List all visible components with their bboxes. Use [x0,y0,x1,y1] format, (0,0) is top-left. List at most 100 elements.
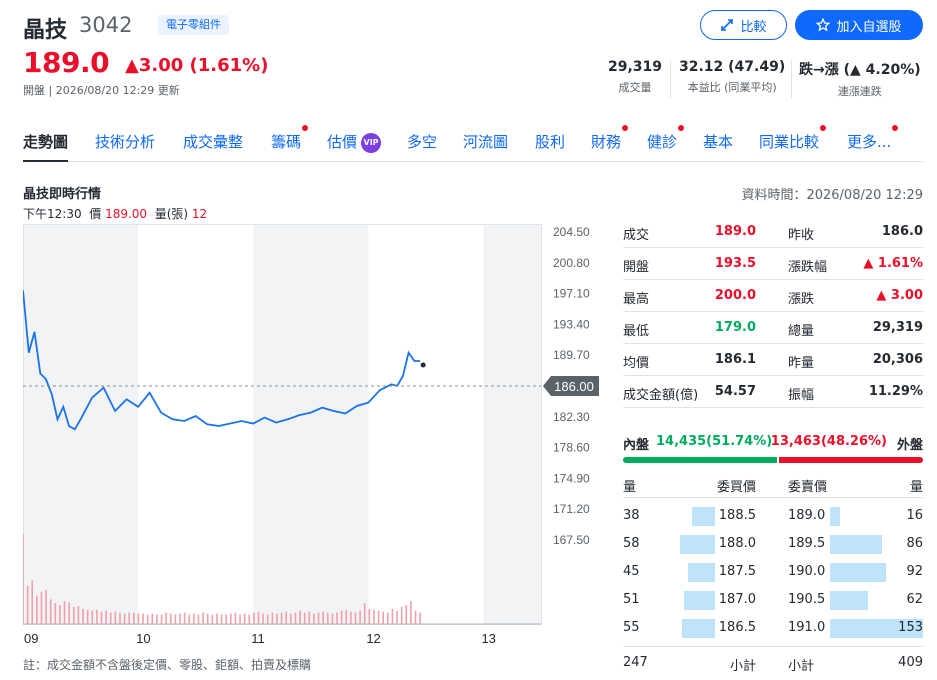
stock-name: 晶技 [23,18,68,43]
y-tick-label: 193.40 [553,317,590,331]
tab-trend[interactable]: 走勢圖 [23,133,69,162]
quote-value: 186.0 [881,224,923,239]
section-title: 晶技即時行情 [23,187,102,202]
volume-bar [299,610,301,624]
outer-label: 外盤 [896,438,923,453]
volume-bar [419,612,421,624]
bid-price: 188.0 [718,536,756,551]
volume-bar [68,602,70,624]
quote-value: 200.0 [714,288,756,303]
order-book-row: 45 187.5 190.0 92 [623,558,923,586]
volume-bar [133,612,135,624]
ask-qty: 86 [906,536,923,551]
volume-bar [271,612,274,624]
notification-dot [820,125,827,131]
stock-header: 晶技 3042 電子零組件 189.0 ▲3.00 (1.61%) 開盤 | 2… [23,10,923,102]
volume-bar [40,591,43,624]
quote-value: 186.1 [714,352,756,367]
quote-value: 193.5 [714,256,756,271]
volume-bar [345,609,348,624]
order-book-header: 量 委買價 委賣價 量 [623,472,923,498]
inner-bar [623,457,777,463]
vip-badge: VIP [361,133,382,153]
ask-volume-bar [830,563,886,582]
volume-bar [266,614,269,624]
volume-bar [257,611,260,624]
tab-trades[interactable]: 成交彙整 [183,133,244,151]
footnote: 註：成交金額不含盤後定價、零股、鉅額、拍賣及標購 [23,658,312,672]
order-book-row: 38 188.5 189.0 16 [623,502,923,530]
add-watchlist-button[interactable]: 加入自選股 [795,10,923,40]
session-band [253,224,369,624]
tab-longshort[interactable]: 多空 [407,133,438,151]
stock-code: 3042 [79,13,133,37]
tab-dividend[interactable]: 股利 [535,133,566,151]
tab-financial[interactable]: 財務 [591,125,629,152]
compare-label: 比較 [740,19,767,35]
volume-bar [331,613,334,624]
volume-bar [350,611,352,624]
tab-peer-compare[interactable]: 同業比較 [759,125,827,152]
reference-price-label: 186.00 [554,379,594,394]
price-change: ▲3.00 (1.61%) [125,55,269,76]
volume-bar [363,603,366,624]
compare-button[interactable]: 比較 [700,10,787,40]
volume-bar [230,613,232,624]
bid-volume-bar [682,619,715,638]
bid-volume-bar [688,563,715,582]
quote-value: 54.57 [714,384,756,399]
volume-bar [119,612,121,624]
volume-bar [128,612,131,624]
volume-bar [303,612,306,624]
y-tick-label: 204.50 [553,225,590,239]
x-tick-label: 09 [24,631,38,646]
volume-bar [359,610,361,624]
volume-bar [77,606,80,624]
volume-bar [100,611,103,624]
tab-health[interactable]: 健診 [647,125,685,152]
tab-river[interactable]: 河流圖 [463,133,509,151]
session-band [483,224,541,624]
notification-dot [302,125,309,131]
volume-bar [239,614,241,624]
volume-bar [405,605,408,624]
intraday-chart[interactable]: 204.50 200.80 197.10 193.40 189.70 182.30 178.… [23,224,609,654]
volume-bar [165,612,167,624]
tab-more[interactable]: 更多... [847,125,899,152]
volume-bar [387,612,389,624]
volume-bar [313,613,315,624]
volume-bar [285,611,288,624]
industry-badge[interactable]: 電子零組件 [158,15,229,35]
notification-dot [678,125,685,131]
volume-bar [23,534,24,624]
y-tick-label: 182.30 [553,410,590,424]
volume-bar [308,611,311,624]
tab-valuation[interactable]: 估價 VIP [327,131,382,153]
volume-bar [193,613,195,624]
bid-qty: 58 [623,536,640,551]
stat-divider [791,60,792,98]
bid-qty: 51 [623,592,640,607]
order-book-footer: 247 小計 小計 409 [623,646,923,676]
tab-chips[interactable]: 籌碼 [271,125,309,152]
volume-bar [151,613,154,624]
ask-price: 189.0 [788,508,826,523]
bid-total: 247 [623,655,648,670]
ask-volume-bar [830,619,923,638]
volume-bar [294,612,297,624]
bid-volume-bar [680,535,715,554]
volume-bar [36,595,38,624]
star-icon [816,18,831,32]
session-band [23,224,139,624]
ask-price: 189.5 [788,536,826,551]
bid-volume-bar [692,507,715,526]
tab-technical[interactable]: 技術分析 [95,133,156,151]
stat-pe: 32.12 (47.49) 本益比 (同業平均) [679,59,785,95]
volume-bar [391,608,394,624]
ask-price-header: 委賣價 [788,480,828,495]
quote-label: 最低 [623,324,650,339]
quote-value: 20,306 [872,352,923,367]
quote-row: 成交 189.0 昨收 186.0 [623,216,923,248]
ask-volume-bar [830,507,840,526]
tab-basic[interactable]: 基本 [703,133,734,151]
